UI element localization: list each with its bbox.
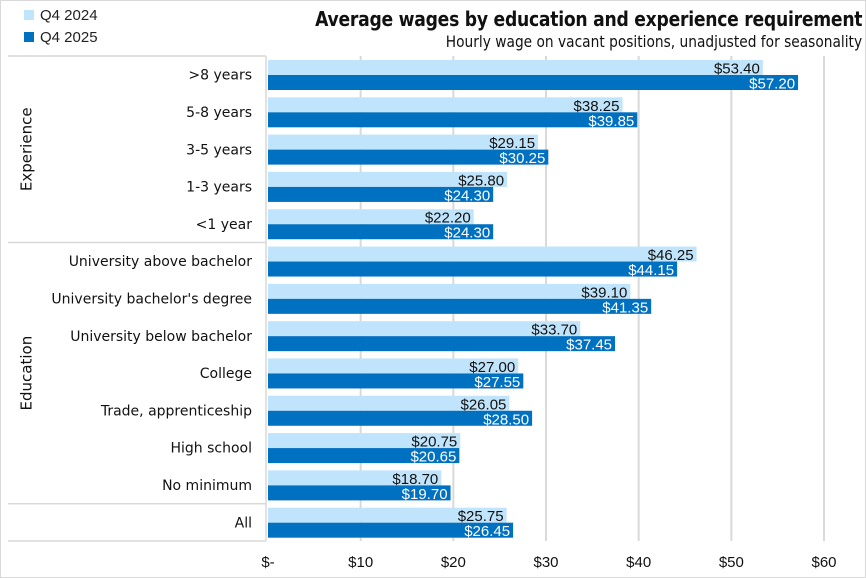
data-label-q4-2024: $53.40 bbox=[714, 61, 760, 78]
bar-q4-2025 bbox=[268, 373, 524, 389]
category-label: No minimum bbox=[162, 478, 252, 494]
group-label-experience: Experience bbox=[18, 107, 36, 191]
bar-q4-2025 bbox=[268, 112, 638, 128]
bar-q4-2025 bbox=[268, 224, 494, 240]
data-label-q4-2024: $39.10 bbox=[581, 284, 627, 301]
category-label: University below bachelor bbox=[70, 329, 252, 345]
x-tick-label-20: $20 bbox=[441, 554, 466, 571]
data-label-q4-2024: $26.05 bbox=[461, 396, 507, 413]
data-label-q4-2024: $25.80 bbox=[458, 172, 504, 189]
data-label-q4-2025: $28.50 bbox=[483, 411, 529, 428]
bar-q4-2024 bbox=[268, 470, 442, 486]
bar-q4-2025 bbox=[268, 485, 451, 501]
category-label: 3-5 years bbox=[186, 142, 252, 158]
bar-q4-2024 bbox=[268, 395, 510, 411]
category-label: 1-3 years bbox=[186, 180, 252, 196]
chart-subtitle: Hourly wage on vacant positions, unadjus… bbox=[445, 32, 862, 51]
data-label-q4-2025: $37.45 bbox=[566, 337, 612, 354]
data-label-q4-2024: $38.25 bbox=[574, 98, 620, 115]
legend-item-q4-2024: Q4 2024 bbox=[24, 4, 98, 26]
bar-q4-2024 bbox=[268, 209, 474, 225]
chart-title: Average wages by education and experienc… bbox=[314, 7, 862, 31]
bar-q4-2025 bbox=[268, 75, 799, 90]
bar-q4-2024 bbox=[268, 60, 763, 75]
bar-q4-2025 bbox=[268, 261, 678, 277]
data-label-q4-2024: $18.70 bbox=[392, 471, 438, 488]
bar-q4-2025 bbox=[268, 336, 616, 352]
data-label-q4-2025: $26.45 bbox=[464, 523, 510, 540]
data-label-q4-2025: $20.65 bbox=[410, 449, 456, 466]
data-label-q4-2025: $27.55 bbox=[474, 374, 520, 391]
data-label-q4-2024: $46.25 bbox=[648, 247, 694, 264]
category-label: >8 years bbox=[188, 68, 252, 84]
bar-q4-2024 bbox=[268, 433, 461, 449]
legend-swatch-q4-2024 bbox=[24, 10, 34, 20]
data-label-q4-2024: $29.15 bbox=[489, 135, 535, 152]
bar-q4-2024 bbox=[268, 321, 581, 337]
legend: Q4 2024 Q4 2025 bbox=[24, 4, 98, 48]
data-label-q4-2025: $19.70 bbox=[402, 486, 448, 503]
category-label: <1 year bbox=[196, 217, 253, 233]
bar-q4-2025 bbox=[268, 298, 652, 314]
legend-item-q4-2025: Q4 2025 bbox=[24, 26, 98, 48]
bar-q4-2024 bbox=[268, 358, 519, 374]
data-label-q4-2025: $57.20 bbox=[749, 76, 795, 93]
bar-q4-2025 bbox=[268, 410, 533, 426]
data-label-q4-2025: $44.15 bbox=[628, 262, 674, 279]
data-label-q4-2025: $39.85 bbox=[588, 113, 634, 130]
bar-q4-2024 bbox=[268, 507, 507, 523]
category-label: Trade, apprenticeship bbox=[100, 403, 252, 419]
data-label-q4-2024: $27.00 bbox=[469, 359, 515, 376]
data-label-q4-2024: $33.70 bbox=[531, 322, 577, 339]
legend-label-q4-2025: Q4 2025 bbox=[40, 28, 98, 46]
bar-q4-2024 bbox=[268, 246, 697, 262]
group-label-education: Education bbox=[18, 336, 36, 411]
legend-label-q4-2024: Q4 2024 bbox=[40, 6, 98, 24]
bar-q4-2024 bbox=[268, 134, 539, 150]
data-label-q4-2025: $41.35 bbox=[602, 299, 648, 316]
x-tick-label-10: $10 bbox=[348, 554, 373, 571]
x-tick-label-40: $40 bbox=[626, 554, 651, 571]
bar-q4-2024 bbox=[268, 97, 623, 113]
bar-q4-2024 bbox=[268, 283, 631, 299]
category-label: College bbox=[200, 366, 252, 382]
x-tick-label-30: $30 bbox=[533, 554, 558, 571]
data-label-q4-2024: $20.75 bbox=[411, 434, 457, 451]
bar-q4-2025 bbox=[268, 522, 514, 538]
category-label: High school bbox=[170, 441, 252, 457]
data-label-q4-2025: $24.30 bbox=[444, 225, 490, 242]
legend-swatch-q4-2025 bbox=[24, 32, 34, 42]
bar-q4-2025 bbox=[268, 149, 549, 165]
bar-q4-2024 bbox=[268, 171, 508, 187]
data-label-q4-2025: $30.25 bbox=[499, 150, 545, 167]
x-tick-label-60: $60 bbox=[811, 554, 836, 571]
x-tick-label-0: $- bbox=[261, 554, 274, 571]
category-label: 5-8 years bbox=[186, 105, 252, 121]
data-label-q4-2024: $22.20 bbox=[425, 210, 471, 227]
bar-q4-2025 bbox=[268, 186, 494, 202]
category-label: University above bachelor bbox=[69, 254, 253, 270]
data-label-q4-2024: $25.75 bbox=[458, 508, 504, 525]
bar-q4-2025 bbox=[268, 448, 460, 464]
data-label-q4-2025: $24.30 bbox=[444, 187, 490, 204]
category-label: All bbox=[235, 515, 252, 531]
category-label: University bachelor's degree bbox=[51, 292, 252, 308]
x-tick-label-50: $50 bbox=[719, 554, 744, 571]
